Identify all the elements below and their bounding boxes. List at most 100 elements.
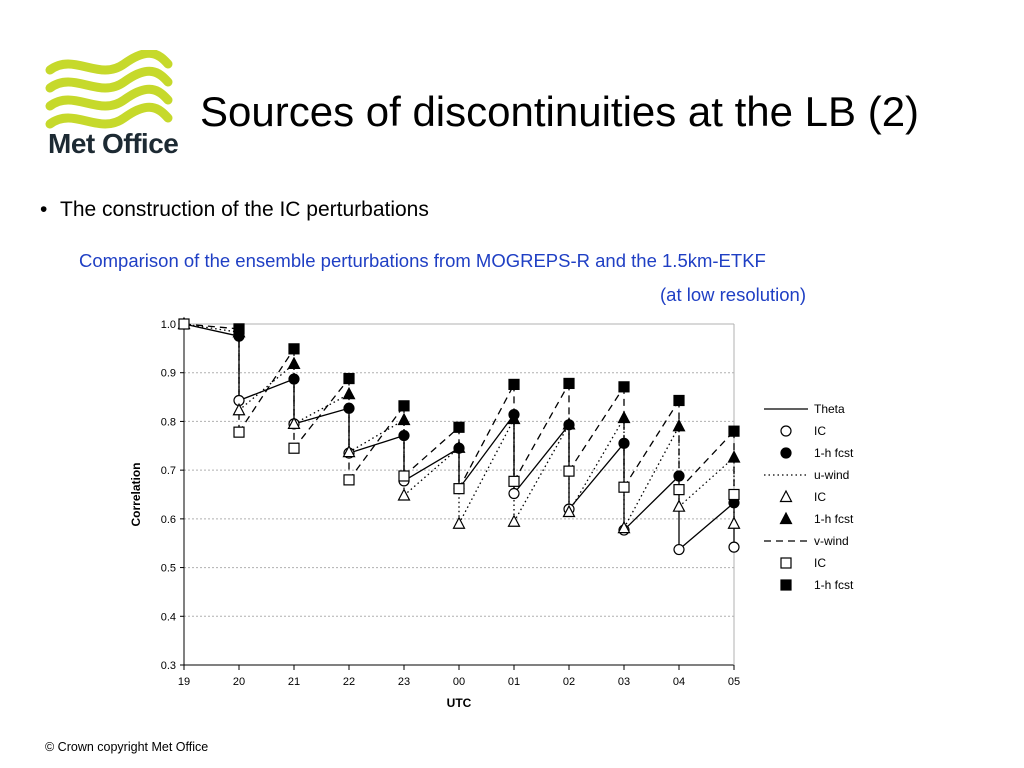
u-wind-ic-point <box>617 520 631 534</box>
footer-copyright: © Crown copyright Met Office <box>45 740 209 754</box>
chart-caption-line1: Comparison of the ensemble perturbations… <box>79 250 766 271</box>
u-wind-ic-point <box>672 499 686 512</box>
y-tick-label: 0.8 <box>161 416 176 428</box>
u-wind-series-line <box>678 456 735 508</box>
v-wind-fcst-point <box>398 400 410 412</box>
u-wind-series-line <box>458 418 515 525</box>
y-tick-label: 0.5 <box>161 563 176 575</box>
v-wind-series-line <box>458 384 515 489</box>
v-wind-series-line <box>568 386 625 472</box>
x-tick-label: 22 <box>343 676 355 688</box>
theta-series-line <box>623 475 680 531</box>
legend-marker-swatch <box>780 579 792 591</box>
v-wind-fcst-point <box>618 381 630 393</box>
v-wind-ic-point <box>728 488 740 501</box>
theta-fcst-point <box>343 402 355 414</box>
legend-label: 1-h fcst <box>814 446 854 460</box>
y-tick-label: 0.7 <box>161 465 176 477</box>
u-wind-series-line <box>623 425 680 529</box>
v-wind-series-line <box>513 383 570 482</box>
theta-fcst-point <box>288 373 300 385</box>
v-wind-series-line <box>183 323 240 330</box>
u-wind-series-line <box>513 424 570 523</box>
legend-marker-swatch <box>780 447 792 459</box>
x-tick-label: 00 <box>453 676 465 688</box>
theta-series-line <box>568 442 625 510</box>
v-wind-start-point <box>178 318 190 330</box>
v-wind-ic-point <box>288 442 300 454</box>
legend-label: IC <box>814 424 826 438</box>
theta-series-line <box>513 424 570 494</box>
u-wind-series-line <box>238 363 295 411</box>
legend-marker-swatch <box>780 425 792 437</box>
y-tick-label: 0.9 <box>161 368 176 380</box>
u-wind-fcst-point <box>452 440 466 453</box>
met-office-logo-text: Met Office <box>48 128 179 159</box>
v-wind-ic-point <box>343 474 355 486</box>
v-wind-fcst-point <box>728 425 740 437</box>
u-wind-fcst-point <box>562 417 576 430</box>
u-wind-ic-point <box>507 514 521 527</box>
v-wind-series-line <box>403 426 460 477</box>
correlation-chart: 0.3 0.4 0.5 0.6 0.7 0.8 0.9 1.0 19 20 21 22 23 00 01 02… <box>129 316 854 710</box>
y-axis-label: Correlation <box>129 462 143 526</box>
legend-label: IC <box>814 490 826 504</box>
u-wind-ic-point <box>452 516 466 529</box>
theta-fcst-point <box>398 429 410 442</box>
legend-label: IC <box>814 556 826 570</box>
theta-ic-point <box>673 543 685 556</box>
met-office-logo-waves <box>45 50 173 129</box>
v-wind-fcst-point <box>508 378 520 391</box>
y-tick-label: 1.0 <box>161 319 176 331</box>
u-wind-ic-point <box>727 516 741 529</box>
x-tick-label: 20 <box>233 676 245 688</box>
u-wind-ic-point <box>287 416 301 429</box>
u-wind-series-line <box>403 447 460 496</box>
x-axis-label: UTC <box>447 696 472 710</box>
legend-label: Theta <box>814 402 845 416</box>
y-tick-label: 0.6 <box>161 514 176 526</box>
legend-label: v-wind <box>814 534 849 548</box>
slide-title: Sources of discontinuities at the LB (2) <box>200 88 920 135</box>
legend-marker-swatch <box>779 511 793 525</box>
legend-label: 1-h fcst <box>814 512 854 526</box>
bullet-text: The construction of the IC perturbations <box>60 198 429 221</box>
u-wind-fcst-point <box>672 419 686 432</box>
v-wind-fcst-point <box>453 421 465 433</box>
v-wind-series-line <box>348 405 405 481</box>
u-wind-ic-point <box>232 402 246 416</box>
u-wind-fcst-point <box>287 356 301 370</box>
y-tick-label: 0.3 <box>161 660 176 672</box>
u-wind-series-line <box>348 419 405 453</box>
u-wind-ic-point <box>562 504 576 518</box>
u-wind-fcst-point <box>342 386 356 400</box>
v-wind-fcst-point <box>673 394 685 407</box>
v-wind-series-line <box>623 400 680 488</box>
legend-marker-swatch <box>779 489 793 503</box>
x-tick-label: 01 <box>508 676 520 688</box>
legend-label: u-wind <box>814 468 849 482</box>
theta-ic-point <box>728 541 740 553</box>
u-wind-series-line <box>293 393 350 425</box>
v-wind-ic-point <box>508 475 520 487</box>
theta-series-line <box>348 434 405 454</box>
theta-ic-point <box>508 487 520 500</box>
x-tick-label: 21 <box>288 676 300 688</box>
u-wind-series-line <box>183 323 240 333</box>
x-tick-label: 02 <box>563 676 575 688</box>
bullet-item: • The construction of the IC perturbation… <box>40 198 429 222</box>
u-wind-ic-point <box>397 488 411 501</box>
chart-caption-line2: (at low resolution) <box>660 284 807 305</box>
v-wind-ic-point <box>618 481 630 493</box>
u-wind-fcst-point <box>507 411 521 425</box>
u-wind-fcst-point <box>617 410 631 424</box>
v-wind-fcst-point <box>288 343 300 355</box>
x-tick-label: 19 <box>178 676 190 688</box>
x-tick-label: 04 <box>673 676 685 688</box>
legend-marker-swatch <box>780 557 792 569</box>
theta-series-line <box>403 447 460 482</box>
theta-fcst-point <box>618 437 630 449</box>
theta-series-line <box>458 414 515 490</box>
theta-series-line <box>293 407 350 425</box>
theta-fcst-point <box>673 470 685 482</box>
